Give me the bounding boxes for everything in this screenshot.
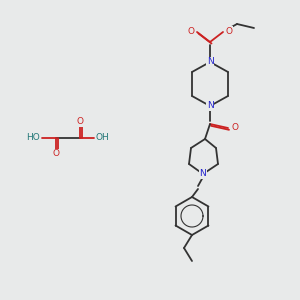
Text: N: N [200,169,206,178]
Text: OH: OH [96,134,110,142]
Text: O: O [187,26,194,35]
Text: O: O [225,26,232,35]
Text: HO: HO [26,134,40,142]
Text: O: O [76,118,83,127]
Text: O: O [52,149,59,158]
Text: N: N [207,101,213,110]
Text: O: O [232,124,239,133]
Text: N: N [207,58,213,67]
